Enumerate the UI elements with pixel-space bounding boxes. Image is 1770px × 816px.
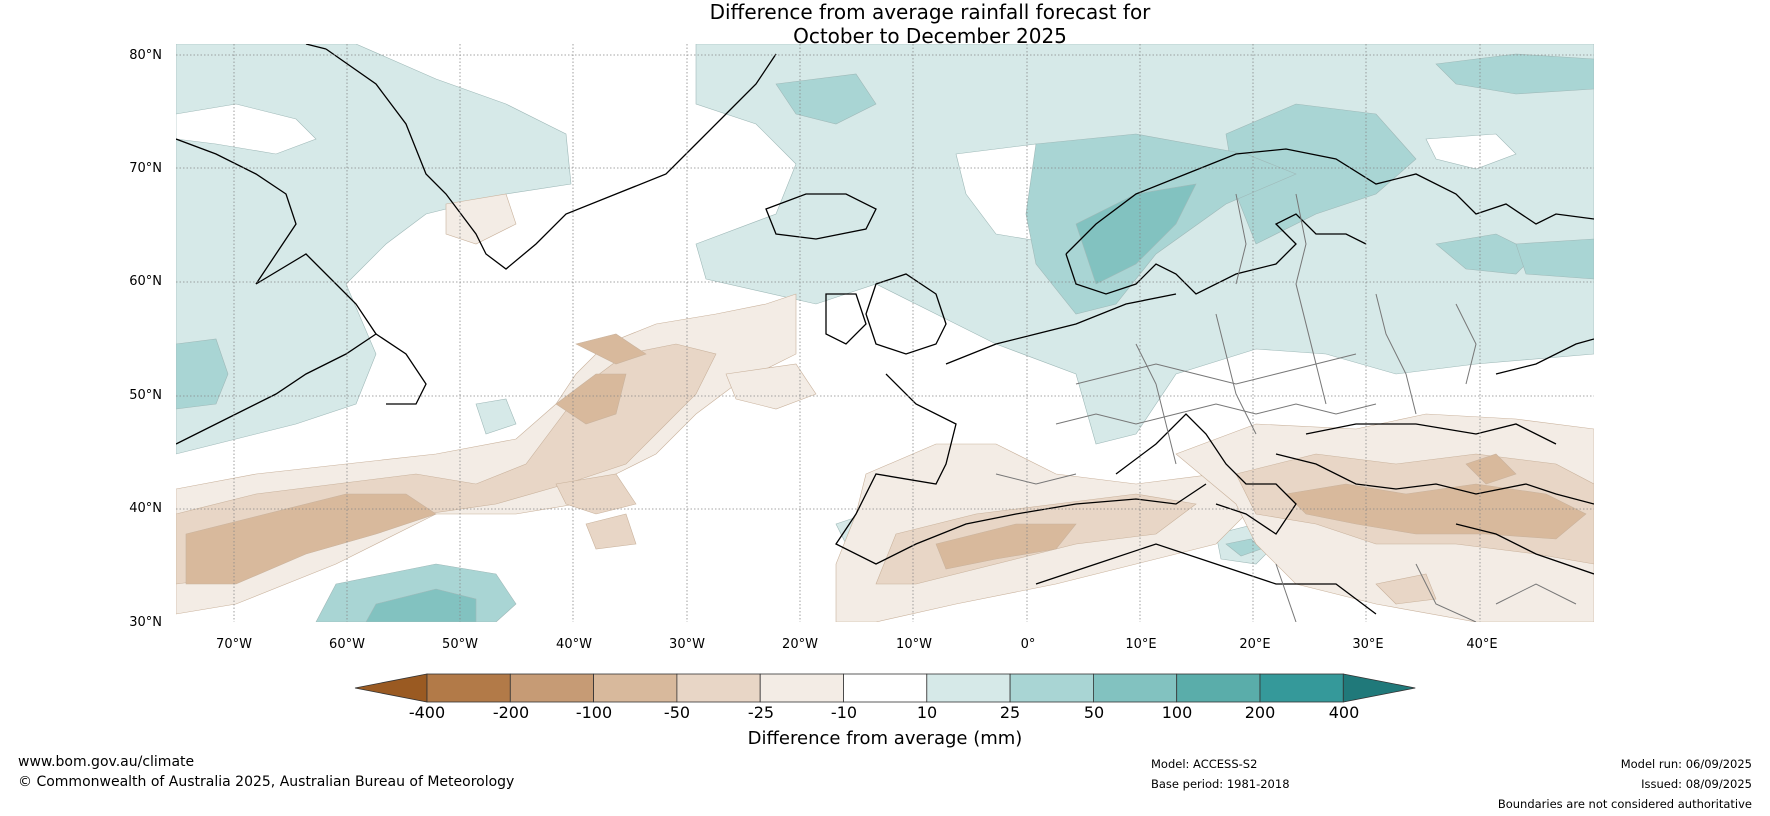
lon-label-10w: 10°W <box>896 637 932 652</box>
lat-label-30n: 30°N <box>129 615 162 630</box>
country-borders <box>995 193 1577 622</box>
disclaimer-text: Boundaries are not considered authoritat… <box>1497 797 1752 811</box>
map-svg <box>176 44 1594 622</box>
website-text: www.bom.gov.au/climate <box>18 754 195 770</box>
colorbar-tick-label: -25 <box>747 703 775 722</box>
lat-label-60n: 60°N <box>129 274 162 289</box>
colorbar-tick-label: -100 <box>575 703 613 722</box>
title-line-1: Difference from average rainfall forecas… <box>709 0 1151 24</box>
colorbar-extend-high <box>1342 673 1416 703</box>
lon-label-60w: 60°W <box>329 637 365 652</box>
lon-label-20w: 20°W <box>782 637 818 652</box>
forecast-map <box>176 44 1594 622</box>
lat-label-50n: 50°N <box>129 388 162 403</box>
coastlines <box>176 44 1594 615</box>
lat-label-70n: 70°N <box>129 161 162 176</box>
lat-label-40n: 40°N <box>129 501 162 516</box>
colorbar-tick-label: 10 <box>916 703 938 722</box>
colorbar-bin <box>926 673 1011 703</box>
lon-label-0: 0° <box>1020 637 1036 652</box>
model-text: Model: ACCESS-S2 <box>1151 757 1258 771</box>
colorbar-bin <box>676 673 761 703</box>
colorbar-bin <box>1259 673 1344 703</box>
lon-label-10e: 10°E <box>1125 637 1157 652</box>
lon-label-70w: 70°W <box>216 637 252 652</box>
lon-label-30w: 30°W <box>669 637 705 652</box>
wet-anomaly-regions <box>176 44 1594 622</box>
colorbar-tick-label: 400 <box>1328 703 1360 722</box>
lon-label-30e: 30°E <box>1352 637 1384 652</box>
colorbar-extend-low <box>354 673 428 703</box>
lon-label-50w: 50°W <box>442 637 478 652</box>
colorbar-title: Difference from average (mm) <box>747 728 1023 749</box>
lon-label-20e: 20°E <box>1239 637 1271 652</box>
colorbar-tick-label: -10 <box>830 703 858 722</box>
colorbar-bin <box>593 673 678 703</box>
colorbar-tick-label: 25 <box>999 703 1021 722</box>
colorbar-bin <box>1093 673 1178 703</box>
colorbar-bin <box>759 673 844 703</box>
lon-label-40e: 40°E <box>1466 637 1498 652</box>
colorbar-tick-label: 200 <box>1244 703 1276 722</box>
colorbar-tick-label: -50 <box>663 703 691 722</box>
lat-label-80n: 80°N <box>129 48 162 63</box>
dry-anomaly-regions <box>176 193 1594 622</box>
map-title: Difference from average rainfall forecas… <box>0 0 1770 48</box>
colorbar-bin <box>509 673 594 703</box>
colorbar-bin <box>1009 673 1094 703</box>
colorbar <box>354 673 1416 703</box>
colorbar-tick-label: -200 <box>492 703 530 722</box>
colorbar-bin <box>843 673 928 703</box>
lon-label-40w: 40°W <box>556 637 592 652</box>
colorbar-bin <box>426 673 511 703</box>
copyright-text: © Commonwealth of Australia 2025, Austra… <box>18 774 515 790</box>
model-run-text: Model run: 06/09/2025 <box>1620 757 1752 771</box>
colorbar-tick-label: -400 <box>408 703 446 722</box>
issued-text: Issued: 08/09/2025 <box>1641 777 1752 791</box>
colorbar-bin <box>1176 673 1261 703</box>
colorbar-tick-label: 100 <box>1161 703 1193 722</box>
base-period-text: Base period: 1981-2018 <box>1151 777 1290 791</box>
colorbar-tick-label: 50 <box>1083 703 1105 722</box>
